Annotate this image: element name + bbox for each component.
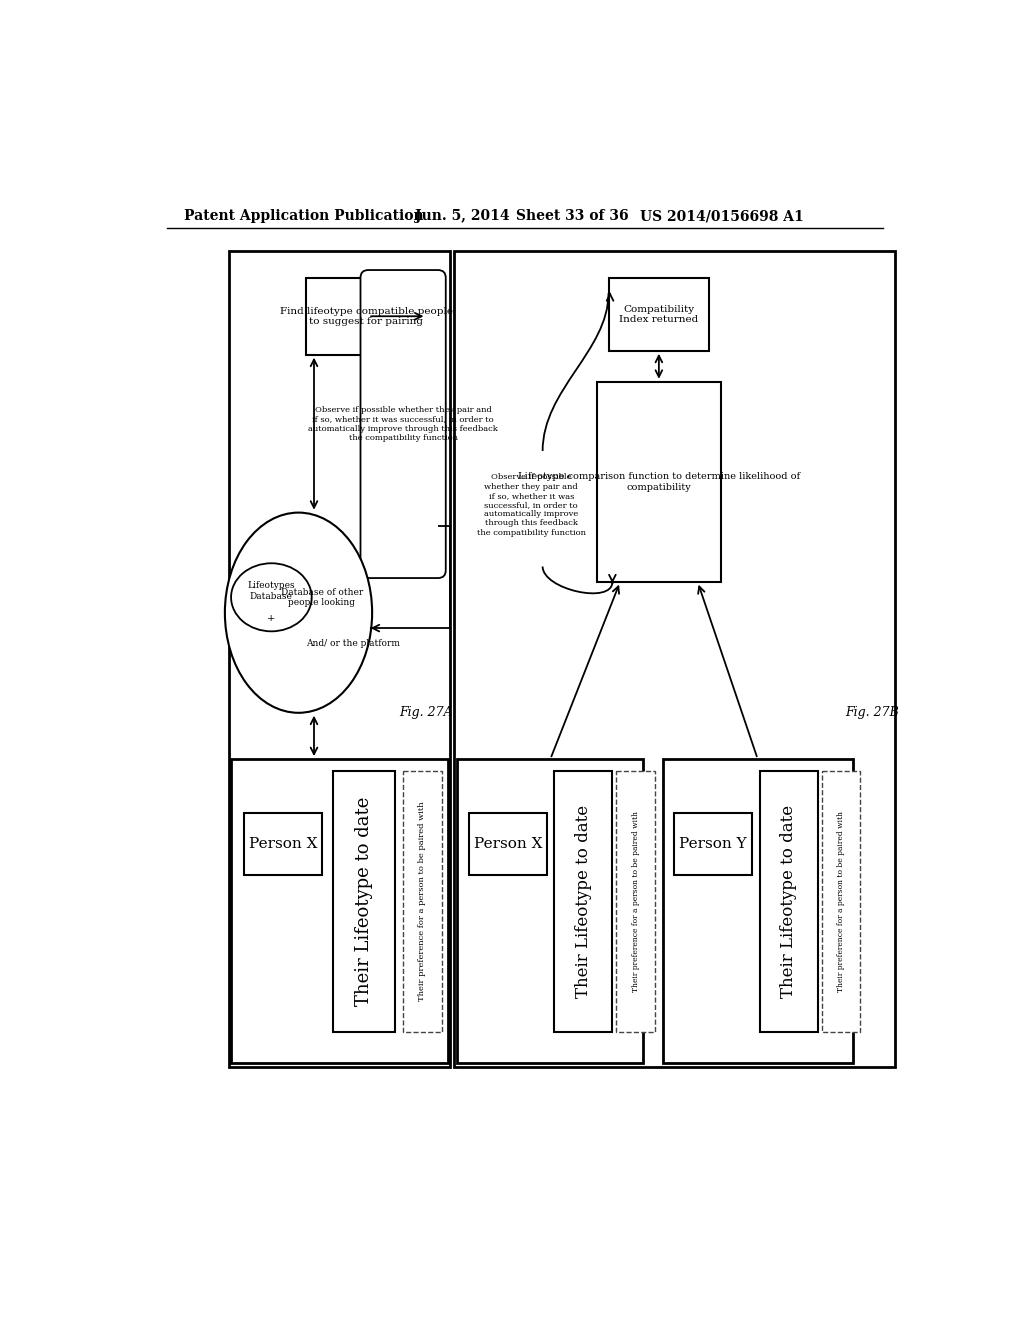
Text: Lifeotypes
Database: Lifeotypes Database — [248, 581, 295, 601]
Bar — [675, 813, 752, 874]
Bar — [663, 759, 853, 1063]
Bar — [458, 759, 643, 1063]
Bar — [245, 813, 322, 874]
Bar — [334, 771, 395, 1032]
Text: Patent Application Publication: Patent Application Publication — [183, 209, 424, 223]
Text: Their Lifeotype to date: Their Lifeotype to date — [780, 805, 798, 998]
Text: Person X: Person X — [249, 837, 317, 850]
Text: +: + — [267, 614, 275, 623]
Text: Fig. 27A: Fig. 27A — [399, 706, 454, 719]
Text: Their Lifeotype to date: Their Lifeotype to date — [574, 805, 592, 998]
Text: Their preference for a person to be paired with: Their preference for a person to be pair… — [419, 801, 427, 1002]
Text: Fig. 27B: Fig. 27B — [845, 706, 899, 719]
Text: Observe if possible whether they pair and
if so, whether it was successful, in o: Observe if possible whether they pair an… — [308, 407, 498, 442]
Ellipse shape — [231, 564, 311, 631]
Text: Sheet 33 of 36: Sheet 33 of 36 — [515, 209, 628, 223]
Text: Observe if possible
whether they pair and
if so, whether it was
successful, in o: Observe if possible whether they pair an… — [477, 474, 586, 536]
Text: Their preference for a person to be paired with: Their preference for a person to be pair… — [632, 810, 640, 991]
Bar — [454, 251, 895, 1067]
Bar — [228, 251, 450, 1067]
Text: Their Lifeotype to date: Their Lifeotype to date — [355, 797, 374, 1006]
Text: Database of other
people looking: Database of other people looking — [281, 587, 362, 607]
Text: US 2014/0156698 A1: US 2014/0156698 A1 — [640, 209, 803, 223]
Text: Their preference for a person to be paired with: Their preference for a person to be pair… — [837, 810, 845, 991]
Bar — [403, 771, 442, 1032]
Bar — [469, 813, 547, 874]
Text: Find lifeotype compatible people
to suggest for pairing: Find lifeotype compatible people to sugg… — [280, 306, 453, 326]
Bar — [554, 771, 612, 1032]
Text: Lifeotype comparison function to determine likelihood of
compatibility: Lifeotype comparison function to determi… — [518, 473, 800, 491]
Text: Person X: Person X — [473, 837, 542, 850]
Bar — [231, 759, 449, 1063]
Text: Person Y: Person Y — [679, 837, 746, 850]
Bar — [821, 771, 860, 1032]
Bar — [306, 277, 426, 355]
Text: Jun. 5, 2014: Jun. 5, 2014 — [415, 209, 509, 223]
Text: And/ or the platform: And/ or the platform — [306, 639, 399, 648]
Bar — [597, 381, 721, 582]
FancyBboxPatch shape — [360, 271, 445, 578]
Text: Compatibility
Index returned: Compatibility Index returned — [620, 305, 698, 323]
Ellipse shape — [225, 512, 372, 713]
Bar — [616, 771, 655, 1032]
Bar — [760, 771, 818, 1032]
Bar — [608, 277, 710, 351]
